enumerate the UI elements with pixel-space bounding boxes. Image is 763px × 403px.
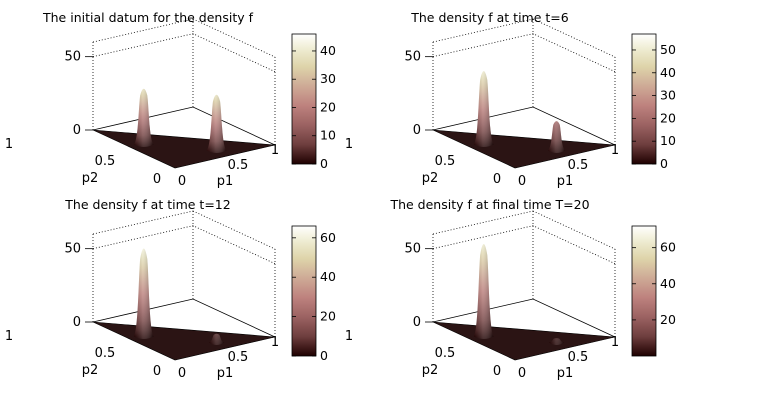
p2-axis-label: p2 (82, 171, 99, 186)
chart-title: The density f at time t=6 (410, 10, 569, 25)
z-gridline (92, 33, 276, 73)
colorbar-tick-label: 40 (320, 43, 336, 58)
z-tick-label: 0 (413, 315, 421, 330)
subplot-1: The initial datum for the density f05010… (5, 10, 336, 189)
colorbar-tick-label: 50 (660, 42, 676, 57)
subplot-3: The density f at time t=12 0 50 1 0.5 0 p2 0 0.5… (5, 197, 336, 381)
colorbar-tick-label: 20 (320, 99, 336, 114)
z-tick-label: 0 (73, 123, 81, 138)
z-tick-label: 50 (64, 242, 81, 257)
p2-tick-label: 1 (5, 137, 13, 152)
colorbar-tick-label: 0 (320, 348, 328, 363)
colorbar-tick-label: 40 (660, 276, 676, 291)
box-edge-top-back (92, 210, 194, 235)
p1-tick-label: 0.5 (568, 158, 589, 173)
surface-shading-peak-near-p1-axis (548, 338, 565, 345)
z-tick-label: 0 (413, 123, 421, 138)
z-tick-label: 50 (404, 242, 421, 257)
surface-shading-peak-near-p1-axis (547, 121, 566, 153)
p1-tick-label: 0 (178, 174, 186, 189)
p1-axis-label: p1 (217, 174, 234, 189)
colorbar-tick-label: 10 (660, 133, 676, 148)
colorbar (631, 225, 657, 357)
p2-tick-label: 0.5 (95, 154, 116, 169)
surface-shading-peak-near-p2-axis (473, 244, 494, 339)
box-edge-top-right (192, 18, 276, 58)
floor-back-edge (92, 106, 276, 146)
p1-tick-label: 1 (611, 335, 619, 350)
colorbar-tick-label: 0 (320, 156, 328, 171)
p1-tick-label: 1 (611, 143, 619, 158)
p1-tick-label: 1 (271, 143, 279, 158)
p2-axis-label: p2 (422, 171, 439, 186)
p2-tick-label: 0 (493, 364, 501, 379)
surface-shading-peak-near-p2-axis (133, 248, 154, 339)
box-edge-top-back (92, 18, 194, 43)
z-tick-label: 50 (64, 50, 81, 65)
p2-tick-label: 0 (153, 172, 161, 187)
surface-shading-peak-near-p2-axis (133, 88, 154, 147)
p2-axis-label: p2 (422, 363, 439, 378)
colorbar-tick-label: 60 (320, 230, 336, 245)
p2-tick-label: 1 (5, 329, 13, 344)
colorbar (291, 33, 317, 165)
colorbar-tick-label: 30 (660, 88, 676, 103)
floor-back-edge (432, 106, 616, 146)
p2-tick-label: 1 (345, 329, 353, 344)
p1-tick-label: 0 (518, 174, 526, 189)
box-edge-top-right (192, 210, 276, 250)
subplot-4: The density f at final time T=20 0 50 1 0.5 0… (345, 197, 676, 381)
surface-shading-peak-near-p1-axis (206, 94, 227, 153)
p1-tick-label: 0.5 (228, 350, 249, 365)
p1-tick-label: 0.5 (568, 350, 589, 365)
p1-axis-label: p1 (557, 174, 574, 189)
box-edge-top-back (432, 18, 534, 43)
floor-back-edge (92, 298, 276, 338)
chart-title: The density f at time t=12 (64, 197, 230, 212)
p1-tick-label: 1 (271, 335, 279, 350)
chart-title: The initial datum for the density f (42, 10, 254, 25)
z-tick-label: 50 (404, 50, 421, 65)
chart-title: The density f at final time T=20 (389, 197, 589, 212)
box-edge-top-right (532, 18, 616, 58)
subplot-2: The density f at time t=6 0 50 1 0.5 0 p2 0 0.5 1… (345, 10, 676, 189)
colorbar-tick-label: 30 (320, 71, 336, 86)
p1-axis-label: p1 (557, 366, 574, 381)
p1-axis-label: p1 (217, 366, 234, 381)
p1-tick-label: 0.5 (228, 158, 249, 173)
colorbar-tick-label: 40 (320, 269, 336, 284)
p2-tick-label: 0 (493, 172, 501, 187)
p2-tick-label: 0 (153, 364, 161, 379)
colorbar (631, 33, 657, 165)
colorbar-tick-label: 60 (660, 240, 676, 255)
p1-tick-label: 0 (518, 366, 526, 381)
p1-tick-label: 0 (178, 366, 186, 381)
p2-tick-label: 0.5 (435, 346, 456, 361)
colorbar-tick-label: 20 (660, 312, 676, 327)
box-edge-top-right (532, 210, 616, 250)
colorbar-tick-label: 10 (320, 128, 336, 143)
z-gridline (92, 225, 276, 265)
z-tick-label: 0 (73, 315, 81, 330)
colorbar-tick-label: 40 (660, 65, 676, 80)
p2-tick-label: 0.5 (95, 346, 116, 361)
colorbar-tick-label: 20 (660, 110, 676, 125)
p2-axis-label: p2 (82, 363, 99, 378)
z-gridline (432, 225, 616, 265)
p2-tick-label: 0.5 (435, 154, 456, 169)
z-gridline (432, 33, 616, 73)
colorbar-tick-label: 0 (660, 156, 668, 171)
p2-tick-label: 1 (345, 137, 353, 152)
surface-shading-peak-near-p2-axis (473, 71, 494, 147)
floor-back-edge (432, 298, 616, 338)
colorbar (291, 225, 317, 357)
surface-shading-peak-near-p1-axis (208, 333, 225, 345)
colorbar-tick-label: 20 (320, 309, 336, 324)
box-edge-top-back (432, 210, 534, 235)
